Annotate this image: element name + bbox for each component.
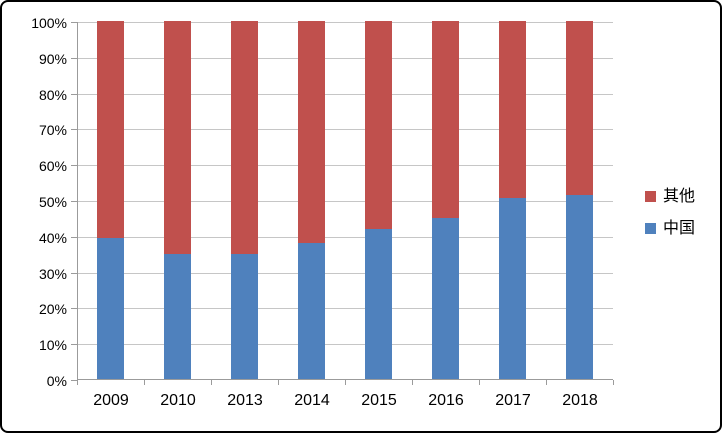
bar-china-2014 [298,243,325,379]
y-axis-label-30%: 30% [38,265,67,282]
gridline-50% [77,201,613,202]
y-axis-label-60%: 60% [38,157,67,174]
bar-other-2014 [298,21,325,243]
x-axis-label-2009: 2009 [93,392,129,409]
y-tick-30% [71,273,77,274]
x-tick-6 [479,380,480,385]
x-tick-0 [77,380,78,385]
y-axis-label-40%: 40% [38,229,67,246]
bar-china-2018 [566,195,593,379]
x-tick-7 [546,380,547,385]
bar-china-2016 [432,218,459,379]
bar-china-2009 [97,238,124,379]
bar-china-2010 [164,254,191,379]
gridline-60% [77,165,613,166]
y-tick-40% [71,237,77,238]
bar-other-2018 [566,21,593,195]
y-tick-10% [71,344,77,345]
bar-china-2015 [365,229,392,379]
y-axis-label-70%: 70% [38,121,67,138]
gridline-10% [77,344,613,345]
legend-item-other: 其他 [645,187,695,206]
bar-other-2010 [164,21,191,254]
y-axis-label-80%: 80% [38,86,67,103]
bar-china-2017 [499,198,526,379]
bar-other-2015 [365,21,392,229]
y-axis-label-100%: 100% [31,14,67,31]
legend-label-other: 其他 [663,188,696,205]
x-axis-label-2013: 2013 [227,392,263,409]
bar-other-2017 [499,21,526,198]
x-axis-label-2017: 2017 [495,392,531,409]
x-axis-label-2014: 2014 [294,392,330,409]
y-tick-90% [71,58,77,59]
y-tick-20% [71,308,77,309]
y-tick-60% [71,165,77,166]
bar-other-2013 [231,21,258,254]
y-tick-80% [71,94,77,95]
gridline-30% [77,273,613,274]
gridline-100% [77,22,613,23]
legend-item-china: 中国 [645,219,695,238]
x-tick-5 [412,380,413,385]
y-axis-label-90%: 90% [38,50,67,67]
gridline-40% [77,237,613,238]
x-axis-label-2018: 2018 [562,392,598,409]
gridline-90% [77,58,613,59]
y-axis-label-0%: 0% [46,372,67,389]
x-tick-4 [345,380,346,385]
bar-other-2009 [97,21,124,238]
y-axis-label-10%: 10% [38,336,67,353]
legend-swatch-other-icon [645,191,656,203]
bar-other-2016 [432,21,459,218]
gridline-80% [77,94,613,95]
y-tick-0% [71,380,77,381]
x-tick-3 [278,380,279,385]
x-axis-label-2016: 2016 [428,392,464,409]
y-axis-label-50%: 50% [38,193,67,210]
legend-swatch-china-icon [645,223,656,235]
legend: 其他 中国 [645,187,695,238]
x-axis-label-2015: 2015 [361,392,397,409]
gridline-70% [77,129,613,130]
x-tick-2 [211,380,212,385]
gridline-20% [77,308,613,309]
y-tick-70% [71,129,77,130]
y-tick-100% [71,22,77,23]
x-tick-1 [144,380,145,385]
x-axis-label-2010: 2010 [160,392,196,409]
x-axis-line [77,379,613,380]
legend-label-china: 中国 [663,220,696,238]
x-tick-8 [613,380,614,385]
y-axis-label-20%: 20% [38,300,67,317]
y-tick-50% [71,201,77,202]
y-axis-line [77,22,78,380]
bar-china-2013 [231,254,258,379]
